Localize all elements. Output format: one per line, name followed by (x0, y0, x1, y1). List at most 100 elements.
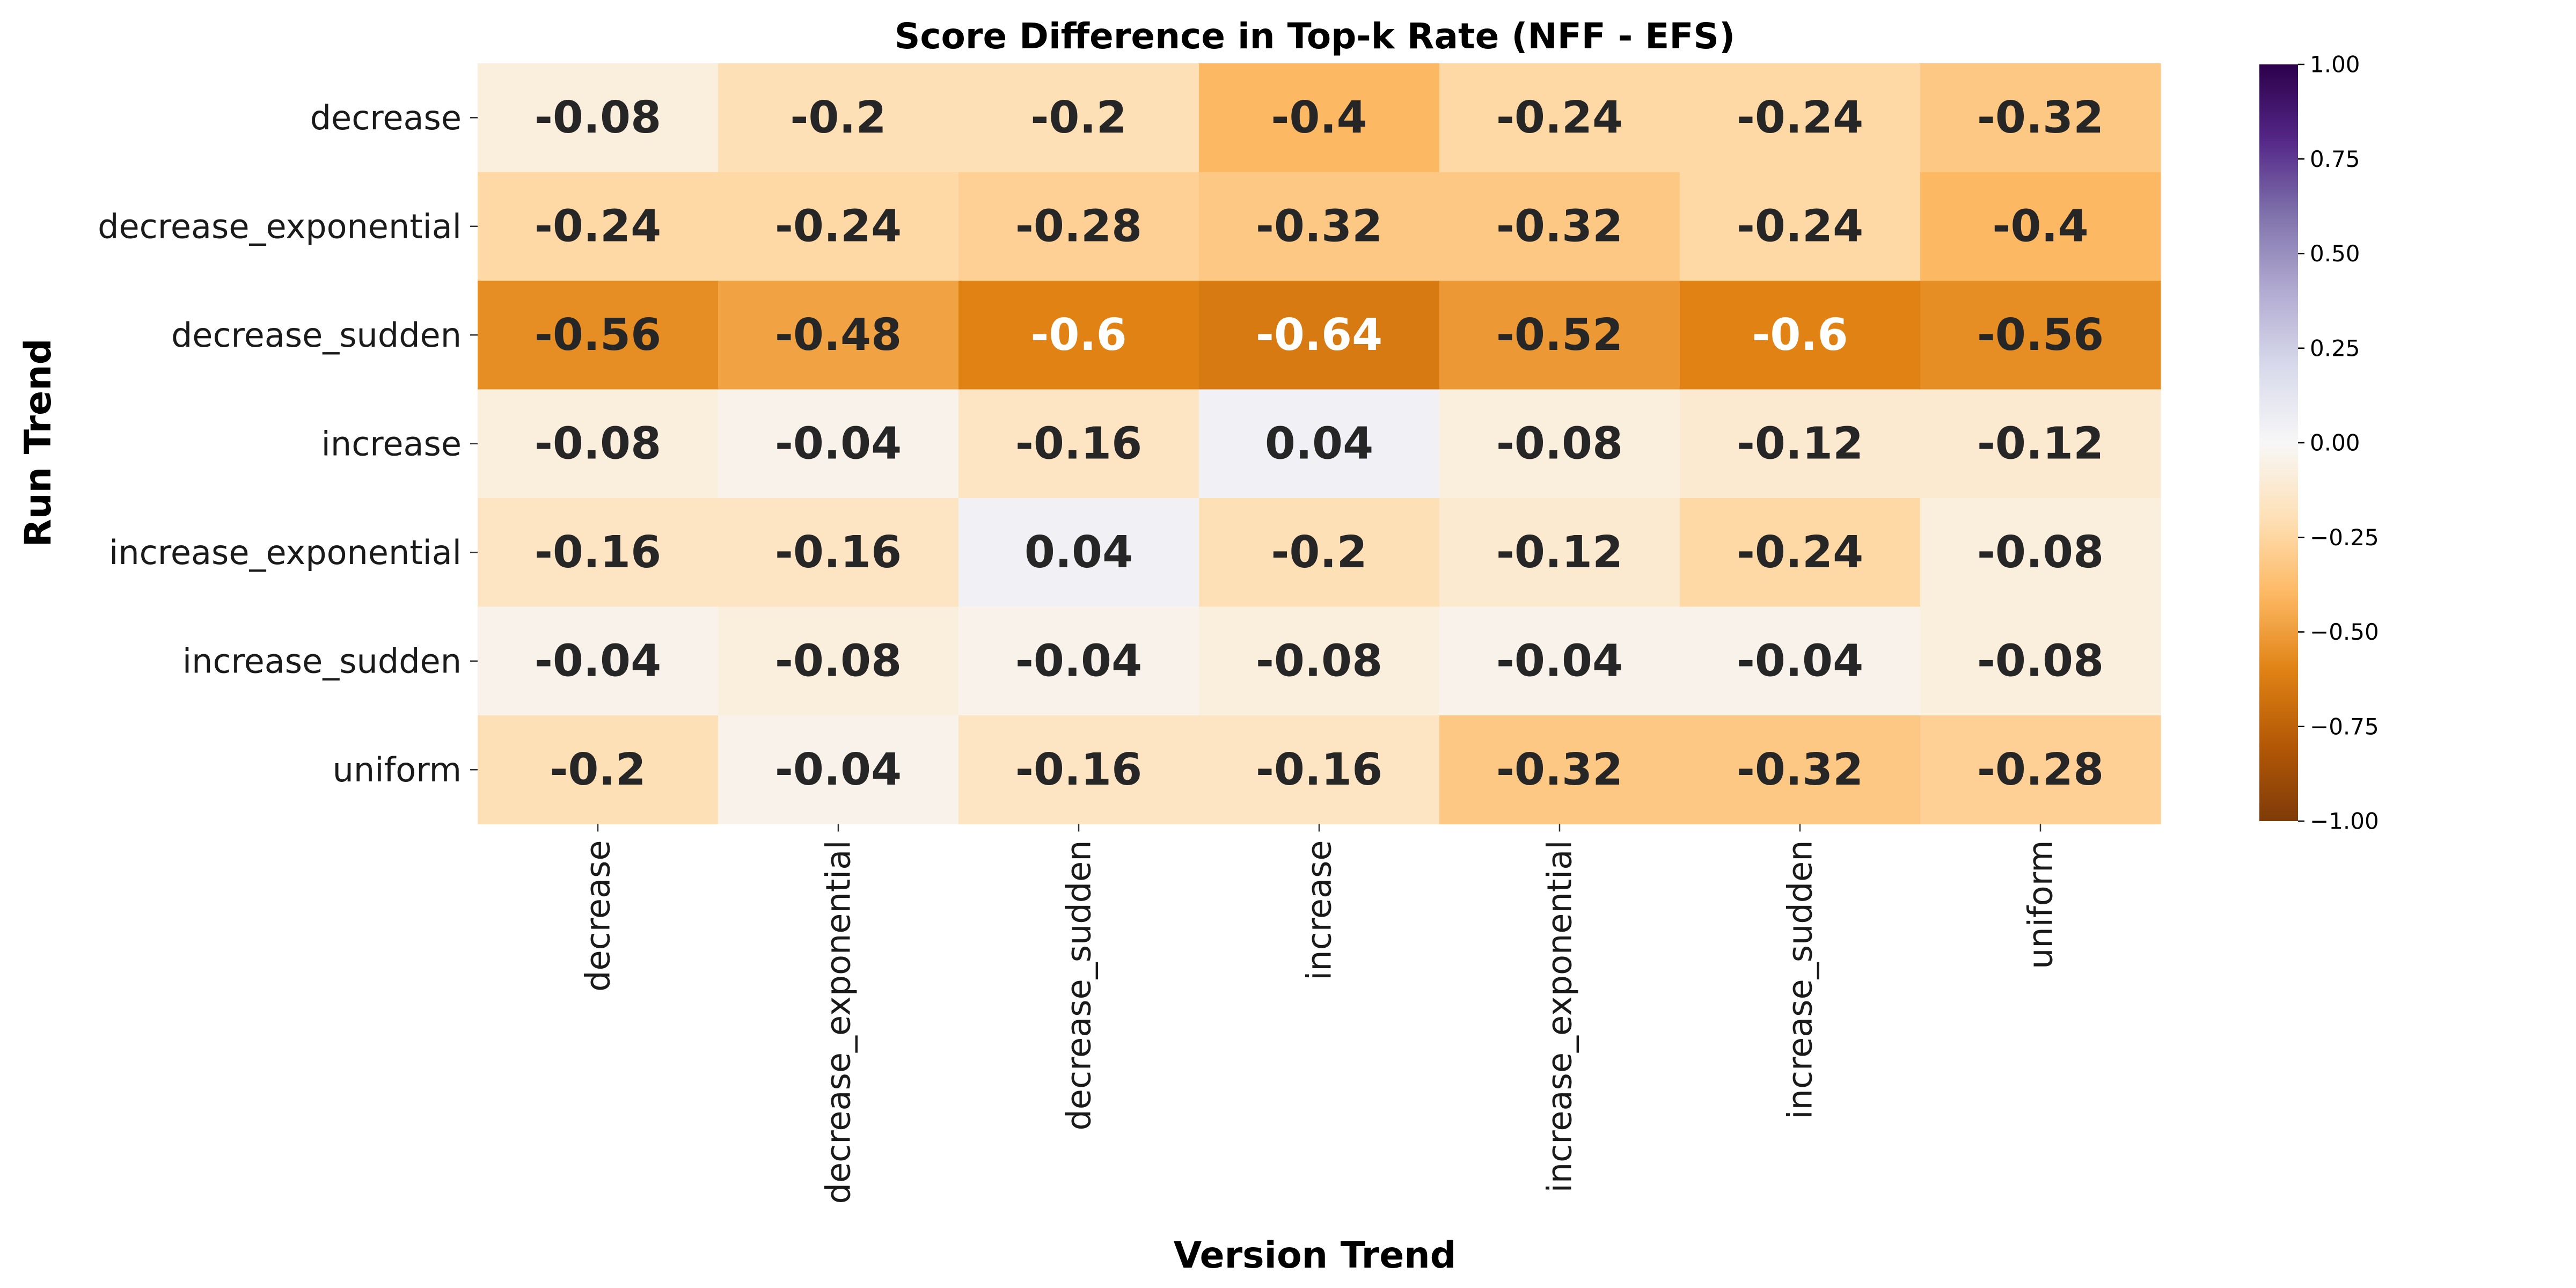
cell-value-label: 0.04 (1265, 418, 1373, 469)
cell-value-label: -0.04 (535, 635, 661, 686)
cell-value-label: -0.12 (1977, 418, 2104, 469)
colorbar-gradient (2259, 64, 2298, 821)
cell-value-label: -0.48 (775, 310, 902, 361)
colorbar-tick-label: 0.75 (2310, 146, 2360, 172)
heatmap-cell (1199, 389, 1440, 499)
heatmap-cell (958, 498, 1199, 608)
cell-value-label: -0.16 (1256, 744, 1382, 795)
cell-value-label: -0.04 (775, 418, 902, 469)
heatmap-cell (1199, 281, 1440, 390)
colorbar-tick-label: 0.25 (2310, 335, 2360, 361)
heatmap-cell (478, 498, 719, 608)
heatmap-cell (1439, 498, 1680, 608)
cell-value-label: 0.04 (1024, 527, 1133, 578)
cell-value-label: -0.24 (1496, 92, 1623, 143)
heatmap-cell (1439, 281, 1680, 390)
heatmap-cell (1199, 606, 1440, 716)
heatmap-cell (718, 63, 959, 173)
cell-value-label: -0.08 (1496, 418, 1623, 469)
cell-value-label: -0.16 (1015, 744, 1142, 795)
heatmap-cell (1199, 63, 1440, 173)
cell-value-label: -0.16 (535, 527, 661, 578)
y-axis-label: Run Trend (17, 339, 60, 547)
cell-value-label: -0.52 (1496, 310, 1623, 361)
heatmap-cell (1920, 63, 2161, 173)
heatmap-cell (1439, 606, 1680, 716)
y-tick-label: increase_sudden (182, 641, 462, 680)
cell-value-label: -0.56 (535, 310, 661, 361)
y-tick-label: decrease (310, 98, 462, 137)
cell-value-label: -0.16 (775, 527, 902, 578)
heatmap-cell (958, 389, 1199, 499)
heatmap-cell (478, 63, 719, 173)
cell-value-label: -0.64 (1256, 310, 1382, 361)
heatmap-cell (958, 715, 1199, 825)
cell-value-label: -0.4 (1271, 92, 1367, 143)
heatmap-cell (1680, 172, 1921, 281)
x-tick-label: decrease_sudden (1059, 840, 1099, 1131)
heatmap-cell (958, 281, 1199, 390)
colorbar-ticks: 1.00 0.75 0.50 0.25 0.00 −0.25 −0.50 −0.75 −1.00 (2298, 52, 2379, 835)
cell-value-label: -0.6 (1752, 310, 1848, 361)
colorbar-tick-label: −0.50 (2310, 619, 2379, 645)
heatmap-cell (478, 172, 719, 281)
cell-value-label: -0.32 (1737, 744, 1863, 795)
heatmap-cell (1199, 172, 1440, 281)
heatmap-cell (1680, 715, 1921, 825)
heatmap-cell (1920, 498, 2161, 608)
heatmap-cell (478, 606, 719, 716)
x-tick-label: decrease_exponential (819, 840, 858, 1204)
colorbar-tick-label: −1.00 (2310, 808, 2379, 835)
colorbar-tick-label: 0.50 (2310, 240, 2360, 267)
heatmap-cell (1680, 606, 1921, 716)
heatmap-cell (1199, 715, 1440, 825)
heatmap-cell-labels: -0.08 -0.2 -0.2 -0.4 -0.24 -0.24 -0.32 -0.24 -0.… (535, 92, 2104, 795)
heatmap-cell (1439, 715, 1680, 825)
colorbar-tick-label: 0.00 (2310, 430, 2360, 456)
cell-value-label: -0.08 (775, 635, 902, 686)
cell-value-label: -0.24 (1737, 92, 1863, 143)
colorbar-tick-label: 1.00 (2310, 52, 2360, 78)
cell-value-label: -0.04 (1496, 635, 1623, 686)
cell-value-label: -0.24 (535, 201, 661, 252)
cell-value-label: -0.56 (1977, 310, 2104, 361)
heatmap-cell (478, 281, 719, 390)
x-tick-label: increase_sudden (1781, 840, 1820, 1119)
cell-value-label: -0.12 (1496, 527, 1623, 578)
cell-value-label: -0.08 (1256, 635, 1382, 686)
cell-value-label: -0.12 (1737, 418, 1863, 469)
x-axis-ticks: decrease decrease_exponential decrease_sud… (579, 824, 2060, 1204)
heatmap-cell (718, 281, 959, 390)
cell-value-label: -0.04 (775, 744, 902, 795)
x-tick-label: decrease (579, 840, 618, 992)
cell-value-label: -0.24 (1737, 527, 1863, 578)
cell-value-label: -0.28 (1977, 744, 2104, 795)
cell-value-label: -0.16 (1015, 418, 1142, 469)
cell-value-label: -0.2 (790, 92, 886, 143)
heatmap-cell (1680, 389, 1921, 499)
heatmap-cell (478, 715, 719, 825)
heatmap-cell (1199, 498, 1440, 608)
cell-value-label: -0.2 (1030, 92, 1126, 143)
heatmap-cell (1680, 281, 1921, 390)
cell-value-label: -0.24 (1737, 201, 1863, 252)
y-tick-label: increase (321, 424, 462, 463)
cell-value-label: -0.6 (1030, 310, 1126, 361)
cell-value-label: -0.24 (775, 201, 902, 252)
x-tick-label: uniform (2021, 840, 2060, 969)
cell-value-label: -0.04 (1015, 635, 1142, 686)
heatmap-cell (478, 389, 719, 499)
heatmap-cell (718, 606, 959, 716)
heatmap-cell (1439, 63, 1680, 173)
cell-value-label: -0.4 (1992, 201, 2088, 252)
y-tick-label: decrease_exponential (98, 207, 462, 246)
cell-value-label: -0.32 (1496, 201, 1623, 252)
cell-value-label: -0.08 (1977, 635, 2104, 686)
x-tick-label: increase_exponential (1540, 840, 1579, 1193)
heatmap-cell (1920, 389, 2161, 499)
cell-value-label: -0.32 (1256, 201, 1382, 252)
heatmap-cell (1920, 715, 2161, 825)
cell-value-label: -0.32 (1977, 92, 2104, 143)
y-tick-label: uniform (333, 750, 462, 789)
